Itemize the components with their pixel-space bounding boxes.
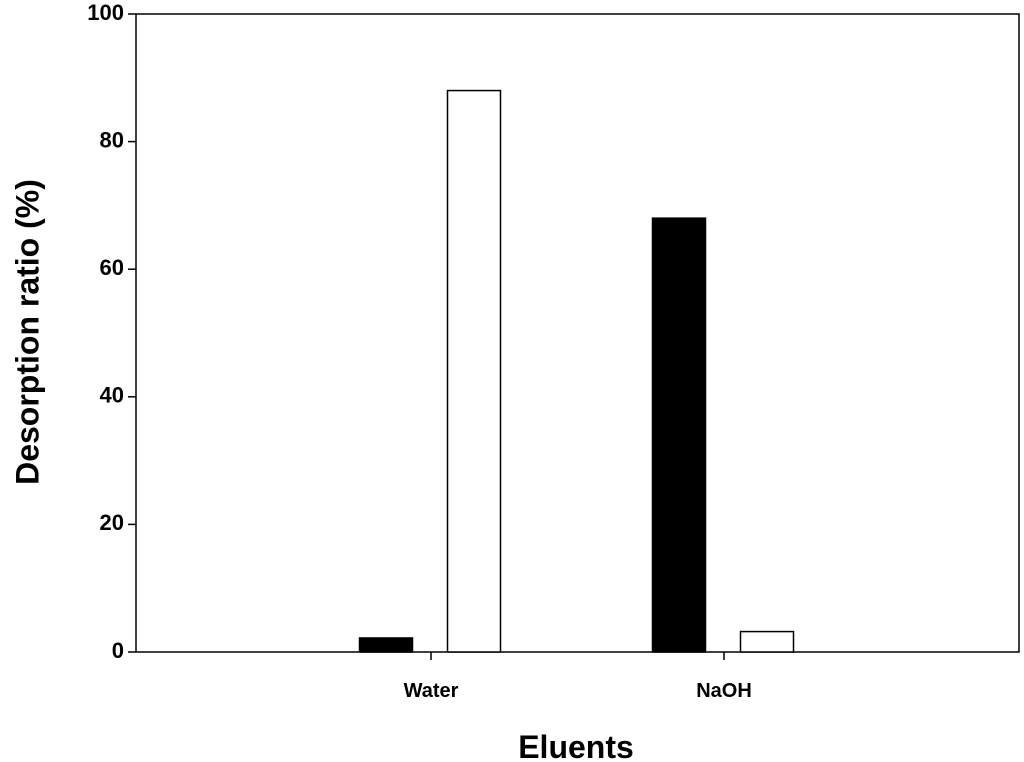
y-tick-label: 100 xyxy=(87,0,124,25)
plot-frame xyxy=(135,13,1020,653)
y-tick-label: 40 xyxy=(100,383,124,408)
x-category-label: Water xyxy=(404,680,459,702)
y-axis-ticks: 0 20 40 60 80 100 xyxy=(87,0,136,663)
y-tick-label: 80 xyxy=(100,127,124,152)
bar-series2-naoh xyxy=(739,630,795,653)
y-axis-title: Desorption ratio (%) xyxy=(9,179,45,485)
x-axis-title: Eluents xyxy=(518,729,634,762)
bar-series1-water xyxy=(358,637,414,653)
y-tick-label: 60 xyxy=(100,255,124,280)
x-category-label: NaOH xyxy=(696,680,752,702)
bar-series1-naoh xyxy=(651,217,707,653)
y-tick-label: 20 xyxy=(100,510,124,535)
axes-frame xyxy=(135,13,1020,653)
bar-series2-water xyxy=(446,89,502,653)
y-tick-label: 0 xyxy=(112,638,124,663)
x-axis-categories: Water NaOH xyxy=(404,652,752,702)
bars xyxy=(358,89,795,653)
